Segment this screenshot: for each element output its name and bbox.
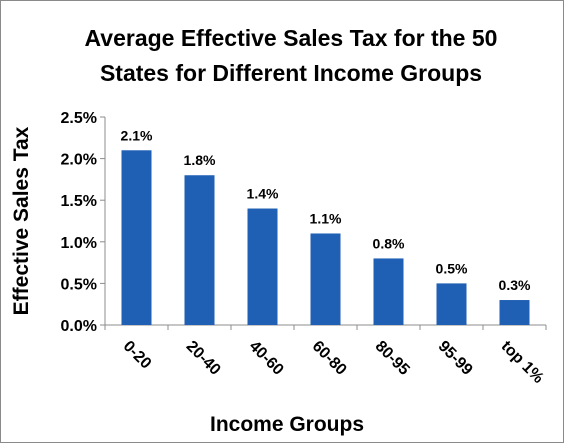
bar [247, 208, 278, 325]
category-label: 0-20 [120, 338, 155, 373]
category-label: top 1% [498, 338, 547, 387]
y-tick-label: 0.5% [61, 276, 97, 293]
data-label: 1.1% [310, 210, 342, 226]
data-label: 2.1% [121, 127, 153, 143]
plot-area: 0.0% 0.5% 1.0% 1.5% 2.0% 2.5% 2.1% 0-20 1.8% 20-4… [61, 110, 547, 387]
data-label: 0.8% [373, 235, 405, 251]
category-label: 40-60 [246, 338, 287, 379]
data-label: 1.4% [247, 186, 279, 202]
x-axis-title: Income Groups [210, 413, 364, 436]
y-axis-title: Effective Sales Tax [10, 126, 33, 315]
category-label: 20-40 [183, 338, 224, 379]
chart-title-line-2: States for Different Income Groups [100, 60, 482, 86]
bar [184, 175, 215, 325]
bar [436, 283, 467, 325]
y-tick-label: 0.0% [61, 318, 97, 335]
chart-title-line-1: Average Effective Sales Tax for the 50 [85, 25, 498, 51]
y-tick-label: 2.5% [61, 110, 97, 127]
category-label: 80-95 [372, 338, 413, 379]
y-tick-label: 1.5% [61, 193, 97, 210]
bar [310, 233, 341, 325]
y-tick-label: 2.0% [61, 152, 97, 169]
y-tick-label: 1.0% [61, 235, 97, 252]
bar [373, 258, 404, 325]
category-label: 60-80 [309, 338, 350, 379]
bar [121, 150, 152, 325]
data-label: 1.8% [184, 152, 216, 168]
bar [499, 300, 530, 325]
data-label: 0.3% [499, 277, 531, 293]
category-label: 95-99 [435, 338, 476, 379]
data-label: 0.5% [436, 260, 468, 276]
